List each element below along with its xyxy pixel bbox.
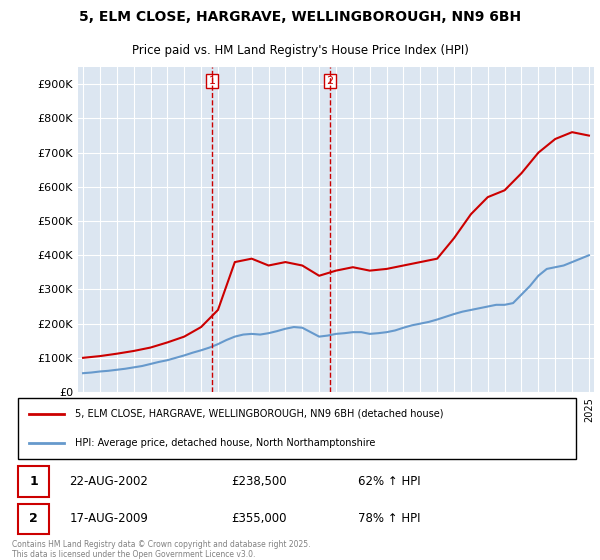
Text: 22-AUG-2002: 22-AUG-2002 xyxy=(70,475,148,488)
Text: 62% ↑ HPI: 62% ↑ HPI xyxy=(358,475,420,488)
Text: 1: 1 xyxy=(29,475,38,488)
FancyBboxPatch shape xyxy=(18,503,49,534)
Text: 2: 2 xyxy=(29,512,38,525)
Text: 17-AUG-2009: 17-AUG-2009 xyxy=(70,512,148,525)
Text: £355,000: £355,000 xyxy=(231,512,286,525)
Text: 5, ELM CLOSE, HARGRAVE, WELLINGBOROUGH, NN9 6BH (detached house): 5, ELM CLOSE, HARGRAVE, WELLINGBOROUGH, … xyxy=(76,409,444,419)
Text: £238,500: £238,500 xyxy=(231,475,287,488)
Text: 78% ↑ HPI: 78% ↑ HPI xyxy=(358,512,420,525)
Text: 5, ELM CLOSE, HARGRAVE, WELLINGBOROUGH, NN9 6BH: 5, ELM CLOSE, HARGRAVE, WELLINGBOROUGH, … xyxy=(79,10,521,24)
Text: Contains HM Land Registry data © Crown copyright and database right 2025.
This d: Contains HM Land Registry data © Crown c… xyxy=(12,540,311,559)
Text: HPI: Average price, detached house, North Northamptonshire: HPI: Average price, detached house, Nort… xyxy=(76,438,376,448)
Text: 1: 1 xyxy=(209,76,215,86)
FancyBboxPatch shape xyxy=(18,466,49,497)
Text: Price paid vs. HM Land Registry's House Price Index (HPI): Price paid vs. HM Land Registry's House … xyxy=(131,44,469,57)
FancyBboxPatch shape xyxy=(18,398,577,459)
Text: 2: 2 xyxy=(326,76,334,86)
